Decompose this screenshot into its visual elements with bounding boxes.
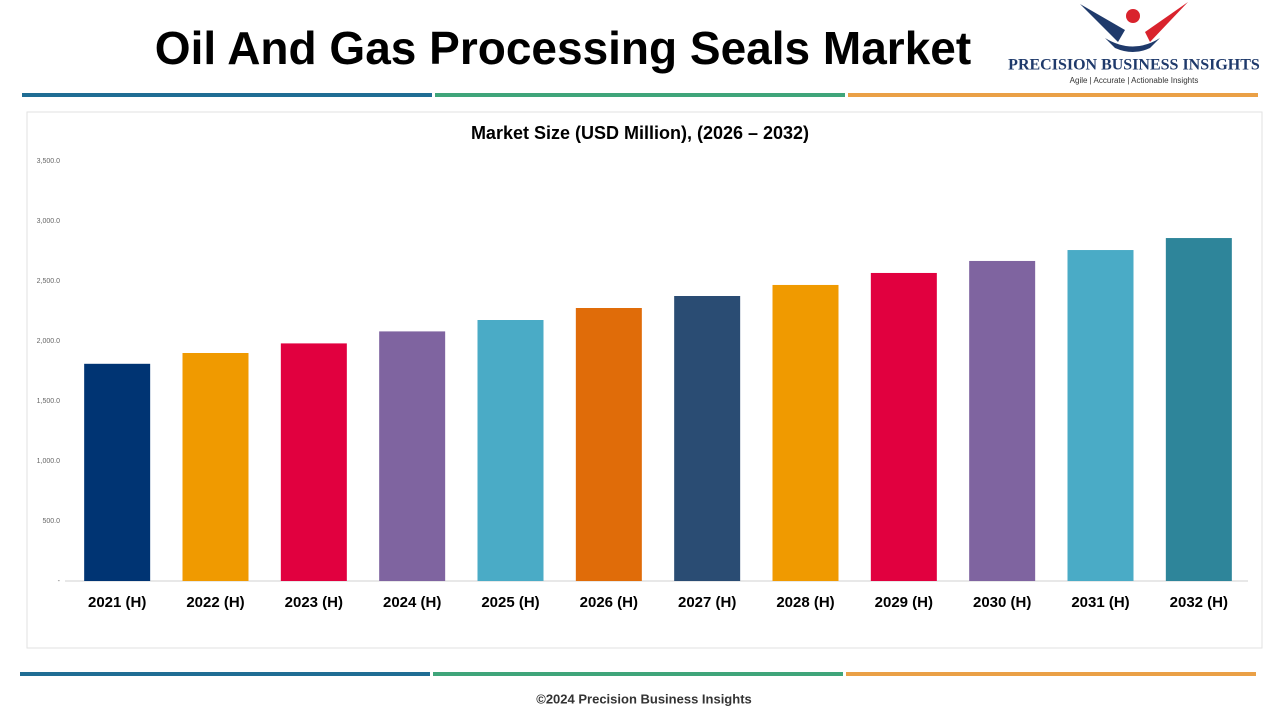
bar (84, 363, 151, 581)
bar (182, 353, 249, 581)
logo-wing-right (1145, 2, 1188, 42)
y-tick-label: 3,500.0 (37, 158, 60, 165)
rule-blue (22, 93, 432, 97)
y-tick-label: 3,000.0 (37, 218, 60, 225)
bottom-rule (20, 672, 1256, 676)
rule-orange (846, 672, 1256, 676)
x-tick-label: 2023 (H) (285, 594, 343, 611)
chart-title: Market Size (USD Million), (2026 – 2032) (471, 123, 809, 143)
y-tick-label: - (58, 578, 61, 585)
x-tick-label: 2027 (H) (678, 594, 736, 611)
top-rule (22, 93, 1258, 97)
logo-tagline: Agile | Accurate | Actionable Insights (1070, 76, 1199, 85)
rule-green (433, 672, 843, 676)
bar (1067, 250, 1134, 582)
y-tick-label: 2,000.0 (37, 338, 60, 345)
x-tick-label: 2021 (H) (88, 594, 146, 611)
x-tick-label: 2024 (H) (383, 594, 441, 611)
y-tick-label: 500.0 (42, 518, 60, 525)
y-tick-label: 1,000.0 (37, 458, 60, 465)
bar (575, 308, 642, 581)
bar (379, 331, 446, 581)
logo-wing-left (1080, 4, 1125, 42)
rule-blue (20, 672, 430, 676)
page-title: Oil And Gas Processing Seals Market (155, 22, 971, 74)
bar (280, 343, 347, 581)
rule-green (435, 93, 845, 97)
rule-orange (848, 93, 1258, 97)
bar (870, 272, 937, 581)
plot-area: - 500.0 1,000.0 1,500.0 2,000.0 2,500.0 3,000.… (37, 158, 1248, 611)
x-tick-label: 2030 (H) (973, 594, 1031, 611)
footer: ©2024 Precision Business Insights (536, 691, 752, 706)
x-tick-label: 2026 (H) (580, 594, 638, 611)
x-tick-label: 2032 (H) (1170, 594, 1228, 611)
logo: PRECISION BUSINESS INSIGHTS Agile | Accu… (1008, 2, 1260, 85)
logo-head (1126, 9, 1140, 23)
x-tick-label: 2025 (H) (481, 594, 539, 611)
bar (477, 320, 544, 581)
x-tick-label: 2029 (H) (875, 594, 933, 611)
y-tick-label: 1,500.0 (37, 398, 60, 405)
logo-name: PRECISION BUSINESS INSIGHTS (1008, 57, 1260, 74)
bar (772, 284, 839, 581)
bar (969, 260, 1036, 581)
x-tick-label: 2031 (H) (1071, 594, 1129, 611)
y-tick-label: 2,500.0 (37, 278, 60, 285)
x-tick-label: 2028 (H) (776, 594, 834, 611)
logo-hands (1105, 38, 1160, 52)
bar (1165, 238, 1232, 582)
x-tick-label: 2022 (H) (186, 594, 244, 611)
bar (674, 296, 741, 581)
